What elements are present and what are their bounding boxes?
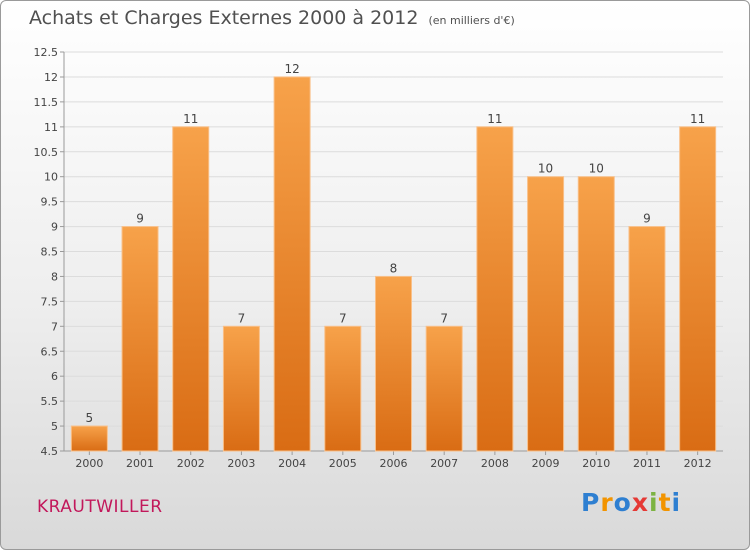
y-tick-label: 11.5 [34,96,59,109]
logo-letter: P [581,488,601,517]
y-tick-label: 10 [44,171,58,184]
bar-2007 [425,325,463,452]
value-label: 8 [390,261,398,275]
bar-2002 [172,126,210,452]
value-label: 9 [643,212,651,226]
logo-letter: i [671,488,682,517]
bar-2001 [121,226,159,452]
logo-letter: x [631,488,649,517]
y-tick-label: 11 [44,121,58,134]
bar-2006 [375,275,412,452]
y-tick-label: 12.5 [34,46,59,59]
logo-letter: t [658,488,672,517]
value-label: 11 [690,112,705,126]
value-label: 12 [284,62,299,76]
x-tick-label: 2012 [684,457,712,470]
value-labels: 5 9 11 7 12 7 8 7 11 10 10 9 11 [86,62,706,425]
y-tick-label: 10.5 [34,146,59,159]
x-tick-label: 2011 [633,457,661,470]
bar-2012 [679,126,717,452]
value-label: 7 [440,311,448,325]
title-text: Achats et Charges Externes 2000 à 2012 [29,7,419,29]
y-tick-label: 8.5 [41,246,59,259]
chart-title: Achats et Charges Externes 2000 à 2012 (e… [29,7,515,29]
bar-2010 [577,176,615,452]
x-tick-label: 2000 [75,457,103,470]
bar-2000 [70,425,108,452]
chart-subtitle: (en milliers d'€) [428,14,515,27]
y-tick-label: 5 [51,420,58,433]
y-tick-label: 9.5 [41,196,59,209]
y-tick-label: 6.5 [41,345,59,358]
x-tick-label: 2010 [582,457,610,470]
value-label: 11 [183,112,198,126]
x-tick-label: 2003 [227,457,255,470]
y-tick-labels: 4.5 5 5.5 6 6.5 7 7.5 8 8.5 9 9.5 10 10.5 11 11.5 12 12.… [34,46,59,458]
y-tick-label: 9 [51,221,58,234]
y-tick-label: 7.5 [41,295,59,308]
y-tick-label: 8 [51,270,58,283]
value-label: 10 [589,162,604,176]
bar-2003 [222,325,260,452]
y-tick-label: 7 [51,320,58,333]
logo-letter: i [649,488,659,517]
value-label: 11 [487,112,502,126]
bar-2004 [273,76,311,452]
y-tick-label: 5.5 [41,395,59,408]
x-tick-label: 2009 [532,457,560,470]
value-label: 5 [86,411,94,425]
x-tick-label: 2004 [278,457,306,470]
y-tick-label: 12 [44,71,58,84]
y-tick-label: 4.5 [41,445,59,458]
x-tick-label: 2008 [481,457,509,470]
y-tick-label: 6 [51,370,58,383]
value-label: 10 [538,162,553,176]
logo-letter: o [613,488,632,517]
bar-2005 [324,325,362,452]
bar-2011 [628,226,666,452]
value-label: 7 [339,311,347,325]
value-label: 7 [238,311,246,325]
x-tick-label: 2005 [329,457,357,470]
logo-letter: r [600,488,614,517]
x-tick-label: 2001 [126,457,154,470]
x-tick-label: 2007 [430,457,458,470]
bars [70,76,717,452]
bar-2008 [476,126,514,452]
x-tick-label: 2002 [177,457,205,470]
value-label: 9 [136,212,144,226]
bar-2009 [527,176,565,452]
x-tick-labels: 2000 2001 2002 2003 2004 2005 2006 2007 2008 2009… [75,457,711,470]
place-name: KRAUTWILLER [37,497,163,517]
proxiti-logo: Proxiti [581,488,681,517]
x-tick-label: 2006 [380,457,408,470]
